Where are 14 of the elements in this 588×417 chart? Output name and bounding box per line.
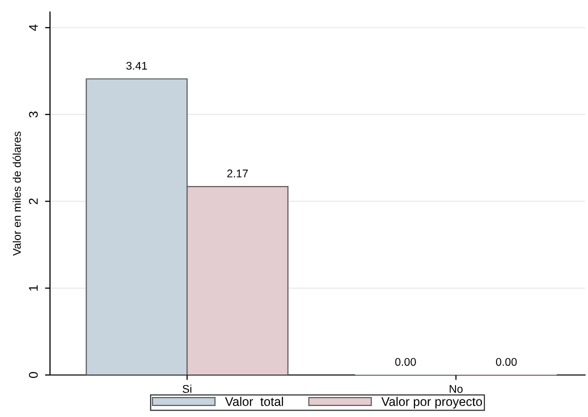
legend-label: Valor total <box>225 396 283 406</box>
data-label: 3.41 <box>126 62 147 70</box>
legend-label: Valor por proyecto <box>381 396 482 408</box>
y-tick-label: 4 <box>29 24 38 31</box>
data-label: 0.00 <box>496 358 517 366</box>
data-label: 2.17 <box>227 170 248 178</box>
x-tick-label: Si <box>182 384 192 393</box>
y-tick-label: 1 <box>29 285 38 291</box>
y-axis-title: Valor en miles de dólares <box>12 132 21 256</box>
y-tick-label: 3 <box>28 112 38 118</box>
y-tick-label: 2 <box>28 198 38 204</box>
x-tick-label: No <box>450 385 463 393</box>
data-label: 0.00 <box>395 358 416 366</box>
y-tick-label: 0 <box>28 372 38 378</box>
